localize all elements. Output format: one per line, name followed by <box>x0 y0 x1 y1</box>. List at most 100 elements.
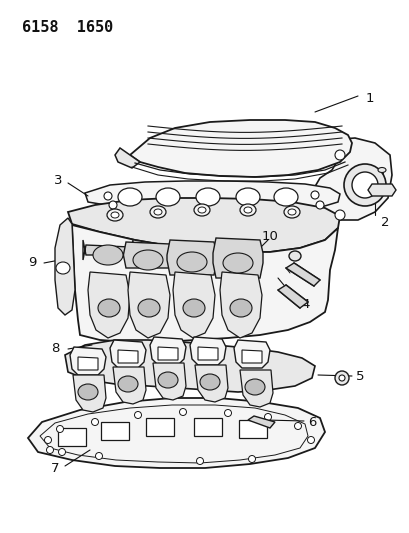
Ellipse shape <box>98 299 120 317</box>
Ellipse shape <box>243 207 252 213</box>
Polygon shape <box>312 138 391 220</box>
Ellipse shape <box>45 437 52 443</box>
Text: 2: 2 <box>380 215 388 229</box>
Polygon shape <box>146 418 173 436</box>
Polygon shape <box>28 398 324 468</box>
Polygon shape <box>195 365 227 402</box>
Polygon shape <box>118 350 138 363</box>
Ellipse shape <box>338 375 344 381</box>
Polygon shape <box>173 272 214 338</box>
Ellipse shape <box>196 188 220 206</box>
Ellipse shape <box>193 204 209 216</box>
Ellipse shape <box>78 384 98 400</box>
Text: 5: 5 <box>355 369 363 383</box>
Polygon shape <box>277 285 307 308</box>
Ellipse shape <box>236 188 259 206</box>
Polygon shape <box>150 337 186 365</box>
Ellipse shape <box>155 188 180 206</box>
Ellipse shape <box>222 253 252 273</box>
Ellipse shape <box>224 409 231 416</box>
Polygon shape <box>153 363 186 400</box>
Polygon shape <box>65 340 314 392</box>
Ellipse shape <box>91 418 98 425</box>
Polygon shape <box>73 375 106 412</box>
Text: 9: 9 <box>28 255 36 269</box>
Text: 6158  1650: 6158 1650 <box>22 20 113 36</box>
Ellipse shape <box>118 376 138 392</box>
Ellipse shape <box>198 207 205 213</box>
Ellipse shape <box>58 448 65 456</box>
Polygon shape <box>88 272 130 338</box>
Ellipse shape <box>334 150 344 160</box>
Text: 8: 8 <box>51 342 59 354</box>
Text: 7: 7 <box>51 462 59 474</box>
Ellipse shape <box>377 167 385 173</box>
Polygon shape <box>220 272 261 338</box>
Ellipse shape <box>56 262 70 274</box>
Ellipse shape <box>273 188 297 206</box>
Ellipse shape <box>294 423 301 430</box>
Text: 3: 3 <box>54 174 62 187</box>
Ellipse shape <box>109 201 117 209</box>
Ellipse shape <box>288 251 300 261</box>
Polygon shape <box>55 218 75 315</box>
Ellipse shape <box>310 191 318 199</box>
Polygon shape <box>70 347 106 375</box>
Ellipse shape <box>182 299 204 317</box>
Text: 6: 6 <box>307 416 315 429</box>
Ellipse shape <box>138 299 160 317</box>
Ellipse shape <box>107 209 123 221</box>
Ellipse shape <box>56 425 63 432</box>
Ellipse shape <box>111 212 119 218</box>
Ellipse shape <box>179 408 186 416</box>
Ellipse shape <box>248 456 255 463</box>
Ellipse shape <box>264 414 271 421</box>
Polygon shape <box>247 416 274 428</box>
Polygon shape <box>198 347 218 360</box>
Polygon shape <box>128 272 170 338</box>
Ellipse shape <box>118 188 142 206</box>
Text: 4: 4 <box>301 298 310 311</box>
Polygon shape <box>157 347 178 360</box>
Ellipse shape <box>154 209 162 215</box>
Ellipse shape <box>95 453 102 459</box>
Polygon shape <box>213 238 262 278</box>
Ellipse shape <box>315 201 323 209</box>
Ellipse shape <box>150 206 166 218</box>
Ellipse shape <box>196 457 203 464</box>
Polygon shape <box>58 428 86 446</box>
Polygon shape <box>78 357 98 370</box>
Ellipse shape <box>104 192 112 200</box>
Polygon shape <box>285 263 319 286</box>
Polygon shape <box>367 184 395 196</box>
Polygon shape <box>68 198 339 252</box>
Ellipse shape <box>133 250 163 270</box>
Polygon shape <box>101 422 129 440</box>
Polygon shape <box>238 420 266 438</box>
Polygon shape <box>166 240 216 275</box>
Text: 1: 1 <box>365 92 373 104</box>
Ellipse shape <box>229 299 252 317</box>
Ellipse shape <box>177 252 207 272</box>
Ellipse shape <box>93 245 123 265</box>
Ellipse shape <box>245 379 264 395</box>
Polygon shape <box>189 337 225 365</box>
Ellipse shape <box>157 372 178 388</box>
Ellipse shape <box>200 374 220 390</box>
Ellipse shape <box>287 209 295 215</box>
Ellipse shape <box>351 172 377 198</box>
Ellipse shape <box>307 437 314 443</box>
Polygon shape <box>239 370 272 407</box>
Ellipse shape <box>334 210 344 220</box>
Text: 10: 10 <box>261 230 278 244</box>
Polygon shape <box>123 242 173 268</box>
Polygon shape <box>115 148 139 168</box>
Ellipse shape <box>334 371 348 385</box>
Polygon shape <box>68 224 337 342</box>
Polygon shape <box>83 240 133 260</box>
Polygon shape <box>110 340 146 368</box>
Ellipse shape <box>283 206 299 218</box>
Polygon shape <box>234 340 270 368</box>
Polygon shape <box>241 350 261 363</box>
Polygon shape <box>130 120 351 177</box>
